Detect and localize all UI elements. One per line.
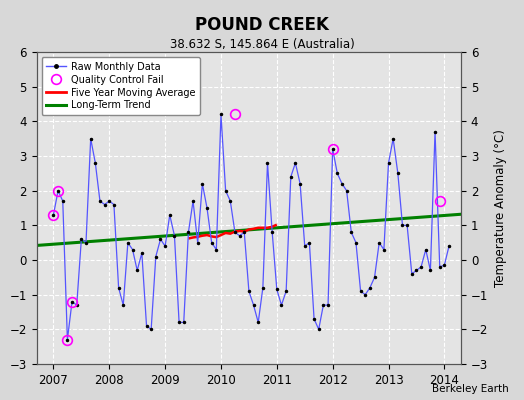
Text: POUND CREEK: POUND CREEK [195,16,329,34]
Text: Berkeley Earth: Berkeley Earth [432,384,508,394]
Y-axis label: Temperature Anomaly (°C): Temperature Anomaly (°C) [494,129,507,287]
Legend: Raw Monthly Data, Quality Control Fail, Five Year Moving Average, Long-Term Tren: Raw Monthly Data, Quality Control Fail, … [41,57,200,115]
Text: 38.632 S, 145.864 E (Australia): 38.632 S, 145.864 E (Australia) [170,38,354,51]
